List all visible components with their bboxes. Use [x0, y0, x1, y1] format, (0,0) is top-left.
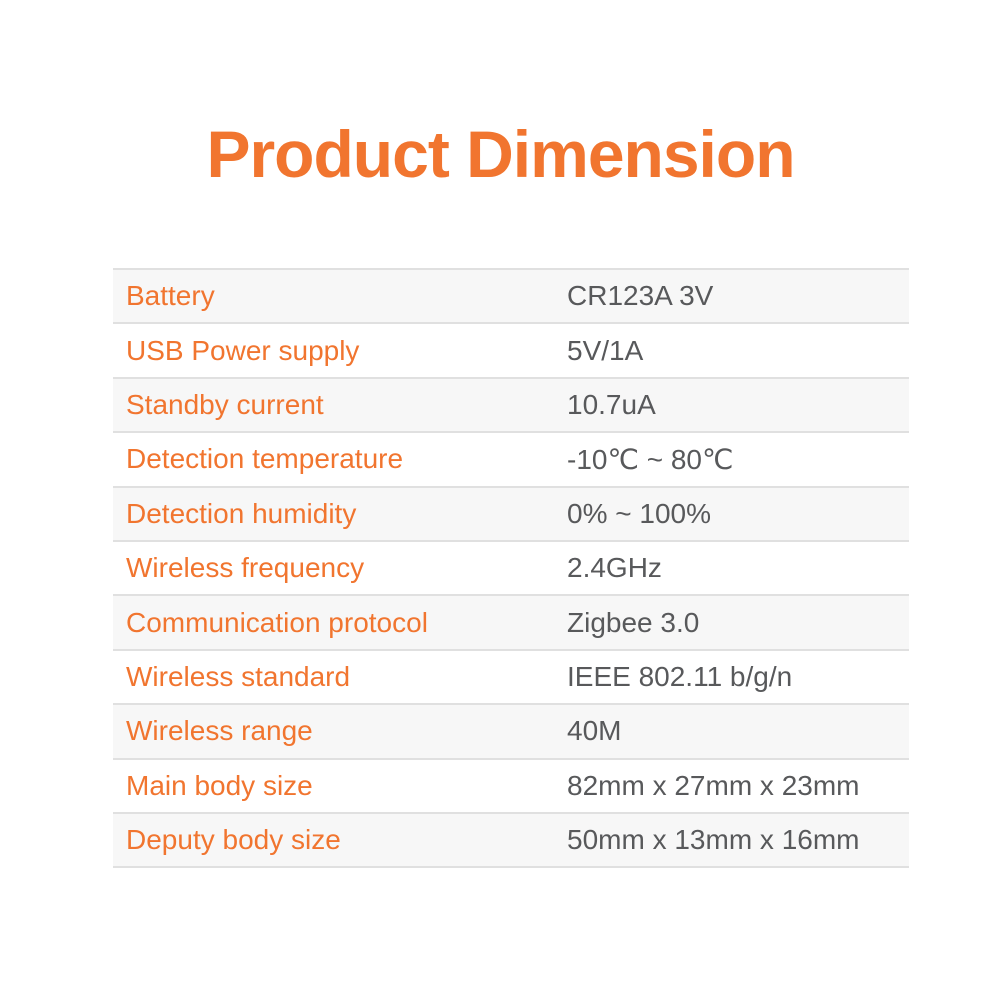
table-row: Wireless range 40M	[113, 703, 909, 758]
spec-value: Zigbee 3.0	[567, 606, 700, 638]
spec-label: Wireless range	[126, 715, 313, 747]
spec-value: 2.4GHz	[567, 552, 662, 584]
spec-table: Battery CR123A 3V USB Power supply 5V/1A…	[113, 268, 909, 869]
page-title: Product Dimension	[206, 117, 795, 191]
spec-label: Standby current	[126, 388, 324, 420]
table-row: Detection humidity 0% ~ 100%	[113, 485, 909, 540]
spec-label: Detection temperature	[126, 443, 404, 475]
spec-value: CR123A 3V	[567, 280, 714, 312]
table-row: Main body size 82mm x 27mm x 23mm	[113, 757, 909, 812]
spec-label: Battery	[126, 280, 215, 312]
spec-value: IEEE 802.11 b/g/n	[567, 660, 793, 692]
table-row: USB Power supply 5V/1A	[113, 322, 909, 377]
spec-value: 5V/1A	[567, 334, 644, 366]
table-row: Deputy body size 50mm x 13mm x 16mm	[113, 811, 909, 867]
spec-value: 10.7uA	[567, 388, 656, 420]
table-row: Wireless standard IEEE 802.11 b/g/n	[113, 648, 909, 704]
spec-value: 40M	[567, 715, 622, 747]
spec-label: Main body size	[126, 769, 313, 801]
spec-value: -10℃ ~ 80℃	[567, 443, 734, 475]
spec-label: Communication protocol	[126, 606, 428, 638]
spec-value: 82mm x 27mm x 23mm	[567, 769, 860, 801]
spec-label: Detection humidity	[126, 497, 357, 529]
spec-label: Deputy body size	[126, 824, 341, 856]
table-row: Wireless frequency 2.4GHz	[113, 539, 909, 595]
spec-value: 0% ~ 100%	[567, 497, 711, 529]
table-row: Detection temperature -10℃ ~ 80℃	[113, 431, 909, 486]
spec-label: Wireless frequency	[126, 552, 365, 584]
spec-value: 50mm x 13mm x 16mm	[567, 824, 860, 856]
table-row: Standby current 10.7uA	[113, 376, 909, 432]
spec-label: USB Power supply	[126, 334, 360, 366]
table-row: Communication protocol Zigbee 3.0	[113, 594, 909, 649]
table-row: Battery CR123A 3V	[113, 268, 909, 323]
spec-label: Wireless standard	[126, 660, 351, 692]
